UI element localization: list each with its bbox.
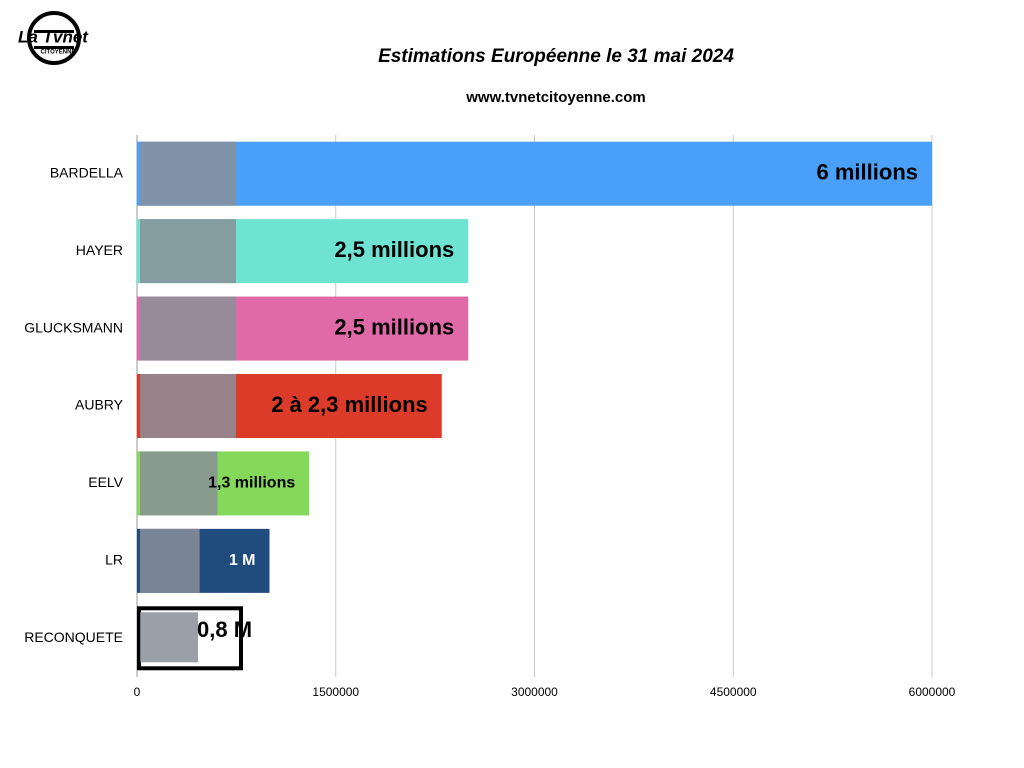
x-tick-label: 4500000: [710, 685, 757, 699]
x-tick-label: 0: [134, 685, 141, 699]
value-label: 1 M: [229, 552, 256, 569]
x-tick-label: 3000000: [511, 685, 558, 699]
y-tick-label: AUBRY: [75, 397, 124, 413]
logo: La Tvnet CITOYENNE: [18, 11, 89, 65]
value-label: 0,8 M: [197, 617, 252, 642]
x-tick-label: 1500000: [312, 685, 359, 699]
logo-name: La Tvnet: [18, 27, 89, 46]
value-label: 2,5 millions: [334, 314, 454, 339]
candidate-photo: [140, 612, 198, 663]
y-tick-label: EELV: [88, 474, 123, 490]
value-label: 1,3 millions: [208, 475, 295, 492]
candidate-photo: [140, 219, 236, 284]
y-tick-label: HAYER: [76, 242, 123, 258]
candidate-photo: [140, 296, 236, 361]
bar: [137, 141, 932, 206]
candidate-photo: [140, 141, 236, 206]
value-label: 2,5 millions: [334, 237, 454, 262]
y-tick-label: LR: [105, 552, 123, 568]
candidate-photo: [140, 374, 236, 438]
value-label: 6 millions: [817, 160, 918, 185]
chart-title: Estimations Européenne le 31 mai 2024: [378, 46, 734, 67]
y-tick-label: BARDELLA: [50, 164, 124, 180]
value-label: 2 à 2,3 millions: [271, 392, 428, 417]
y-tick-label: GLUCKSMANN: [24, 319, 123, 335]
x-tick-label: 6000000: [909, 685, 956, 699]
logo-subtitle: CITOYENNE: [41, 50, 76, 56]
candidate-photo: [140, 451, 218, 516]
candidate-photo: [140, 528, 200, 593]
y-tick-label: RECONQUETE: [24, 629, 123, 645]
chart-subtitle: www.tvnetcitoyenne.com: [465, 89, 645, 106]
